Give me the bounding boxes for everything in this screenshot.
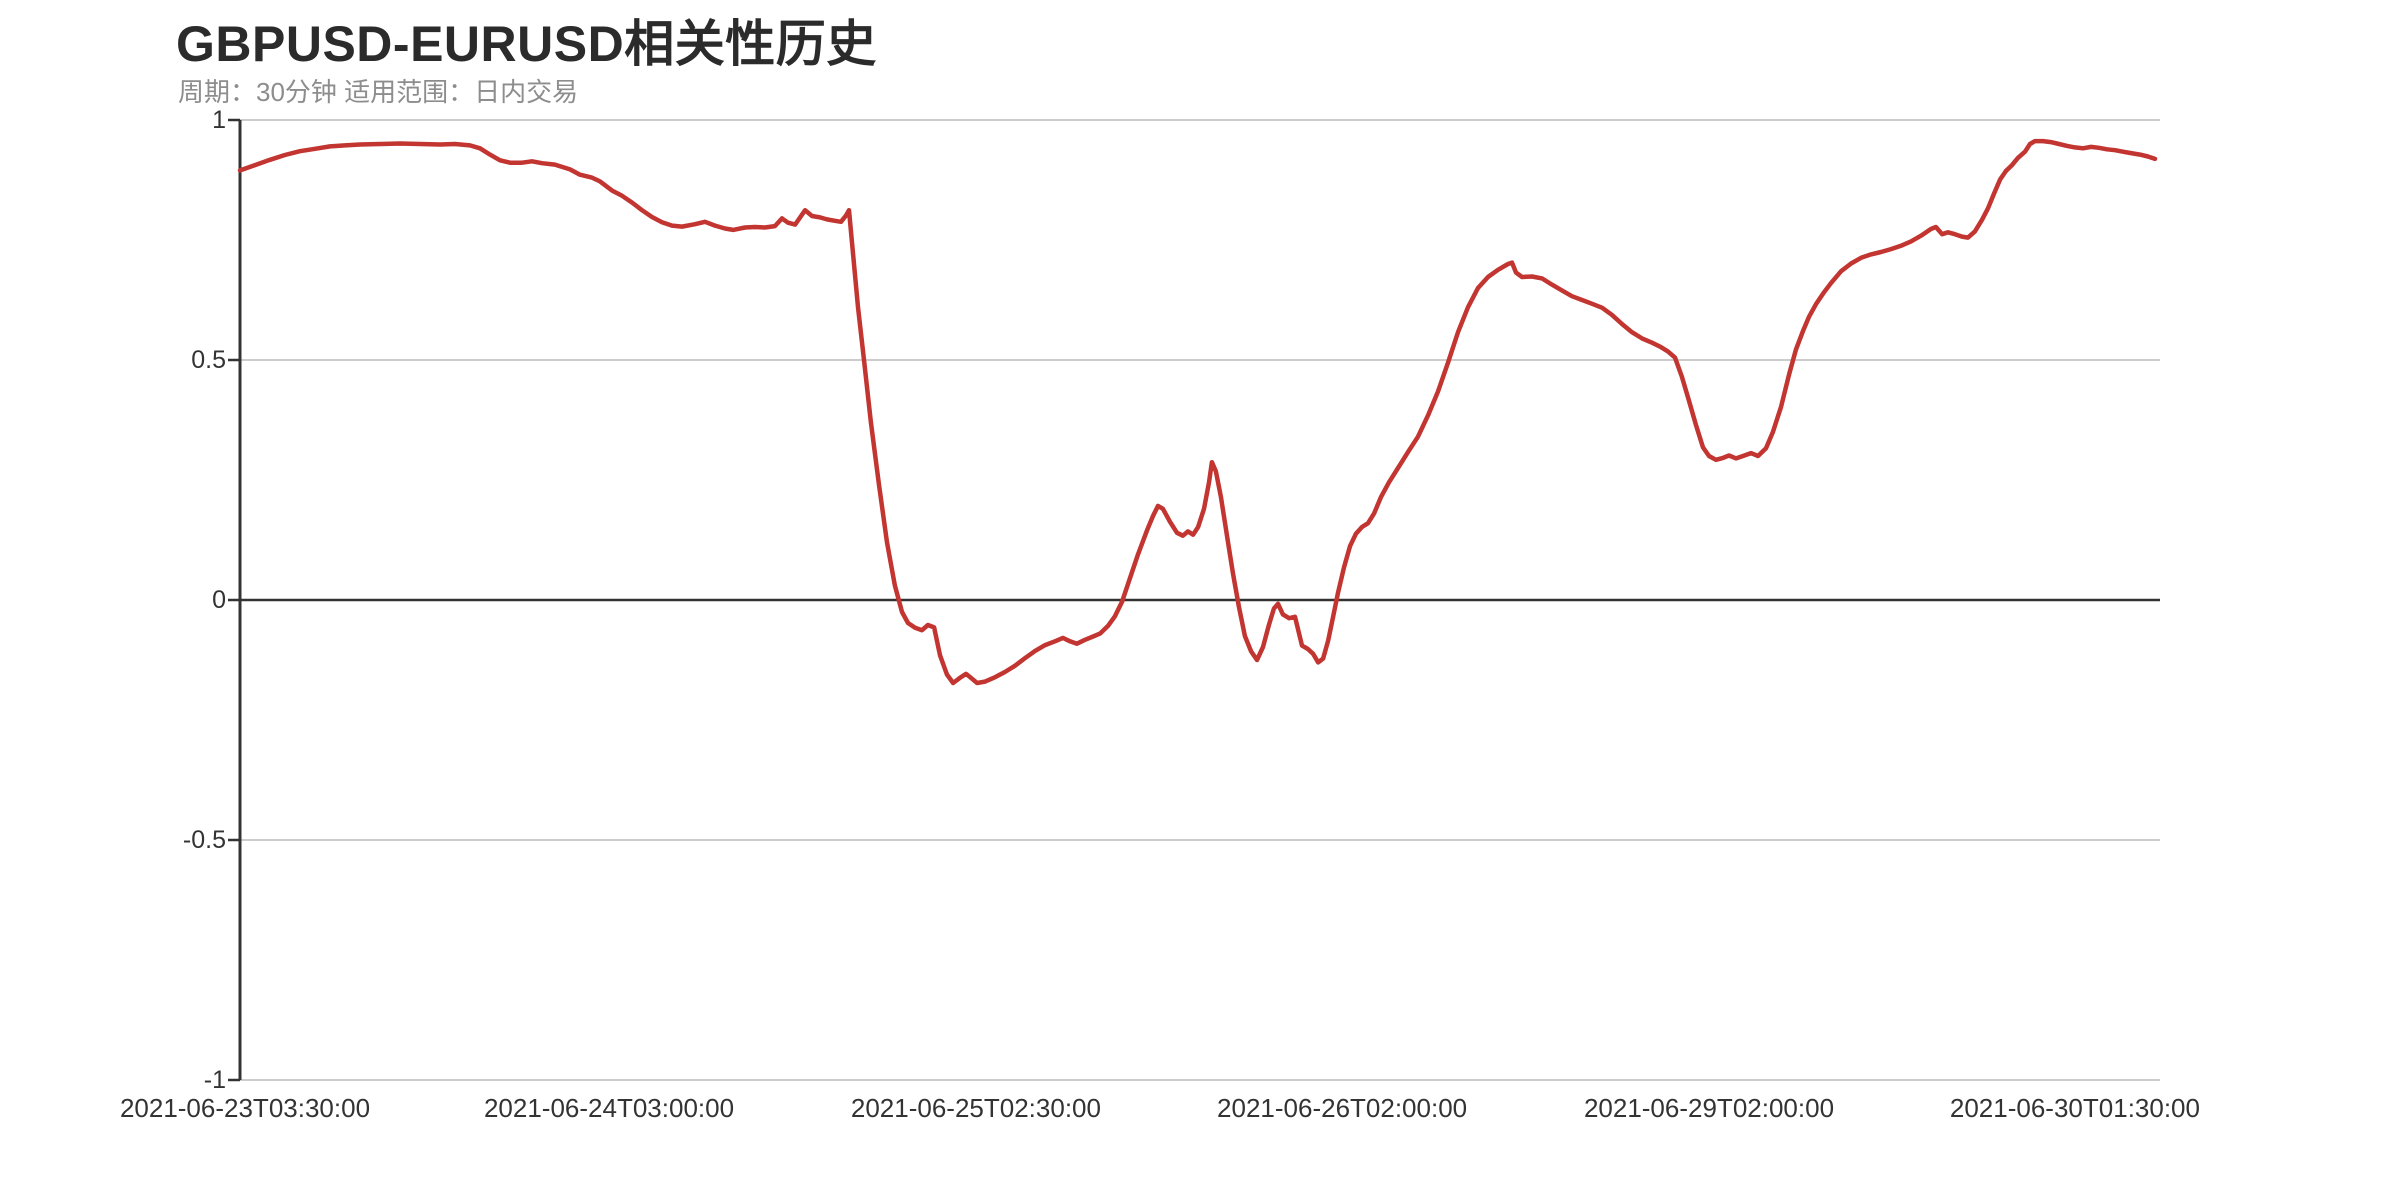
series-line-correlation — [237, 138, 2158, 686]
y-tick-label: -1 — [203, 1066, 226, 1094]
x-tick-label: 2021-06-25T02:30:00 — [850, 1093, 1101, 1123]
x-tick-label: 2021-06-24T03:00:00 — [483, 1093, 735, 1123]
y-tick-label: 0 — [212, 586, 226, 614]
y-tick-label: 0.5 — [191, 346, 226, 374]
x-tick-label: 2021-06-23T03:30:00 — [119, 1093, 371, 1123]
y-tick-label: -0.5 — [182, 826, 226, 854]
chart-title: GBPUSD-EURUSD相关性历史 — [176, 16, 877, 72]
x-tick-label: 2021-06-29T02:00:00 — [1583, 1093, 1835, 1123]
y-tick-label: 1 — [212, 106, 226, 134]
x-tick-label: 2021-06-26T02:00:00 — [1217, 1093, 1468, 1123]
chart-subtitle: 周期：30分钟 适用范围：日内交易 — [178, 77, 579, 107]
x-tick-label: 2021-06-30T01:30:00 — [1949, 1093, 2200, 1123]
